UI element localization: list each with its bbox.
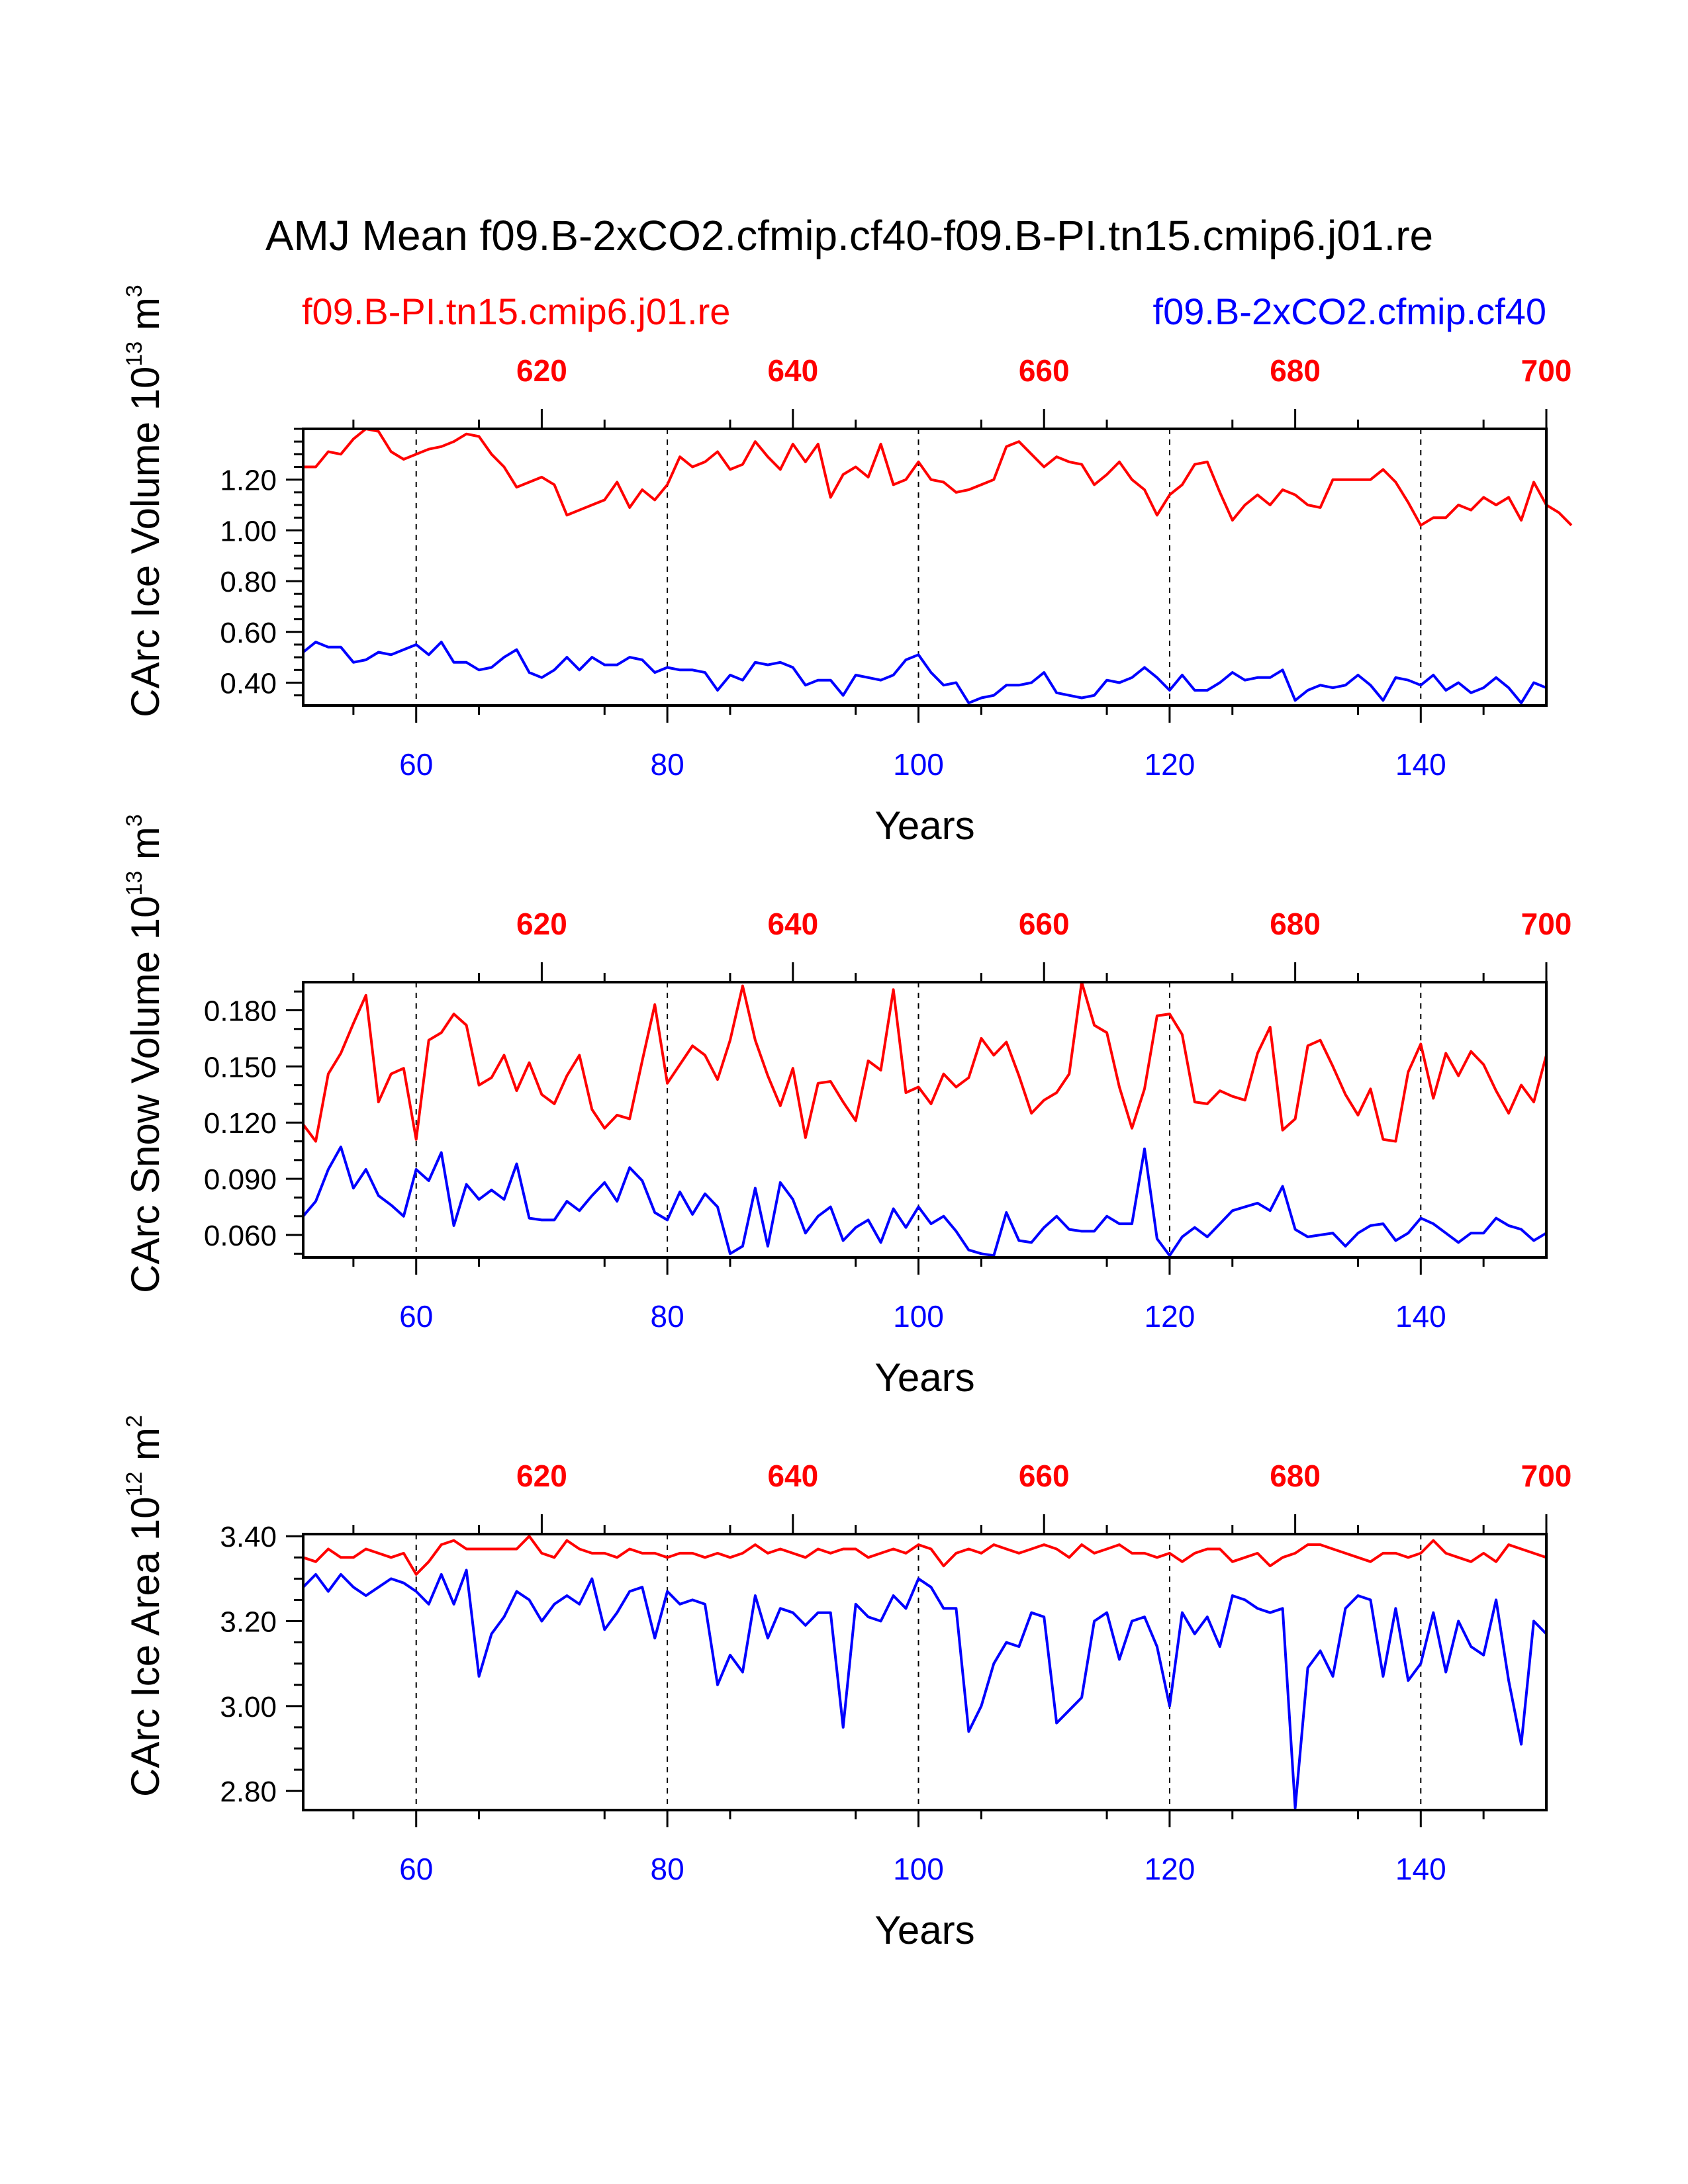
y-axis-title: CArc Snow Volume 1013 m3 <box>122 814 167 1293</box>
series-line-2xco2 <box>302 641 1547 705</box>
y-axis-title-text: CArc Ice Volume 10 <box>123 367 167 717</box>
top-x-tick-label: 680 <box>1270 353 1321 388</box>
y-axis-title-unit-exponent: 2 <box>122 1415 147 1428</box>
legend-co2-label: f09.B-2xCO2.cfmip.cf40 <box>1153 291 1546 332</box>
y-tick-label: 3.20 <box>220 1606 277 1639</box>
y-tick-label: 0.180 <box>204 995 277 1027</box>
x-tick-label: 140 <box>1395 1852 1446 1886</box>
x-tick-label: 100 <box>893 1852 944 1886</box>
y-tick-label: 3.00 <box>220 1691 277 1723</box>
x-tick-label: 140 <box>1395 1299 1446 1334</box>
top-x-tick-label: 700 <box>1521 1459 1572 1493</box>
top-x-tick-label: 640 <box>767 1459 818 1493</box>
chart-panels: 60 80 100 120 140 620 640 660 680 700 0.40 0.60 0.80… <box>122 285 1573 1952</box>
x-tick-label: 140 <box>1395 747 1446 782</box>
y-axis-title-exponent: 12 <box>122 1472 147 1497</box>
top-x-tick-label: 700 <box>1521 353 1572 388</box>
top-x-tick-label: 640 <box>767 353 818 388</box>
y-tick-label: 2.80 <box>220 1776 277 1808</box>
y-axis-title-unit: m <box>123 827 167 871</box>
y-axis-title-unit: m <box>123 297 167 341</box>
x-tick-label: 60 <box>399 747 433 782</box>
plot-frame <box>302 981 1548 1259</box>
y-axis-title-text: CArc Ice Area 10 <box>123 1496 167 1797</box>
top-x-tick-label: 620 <box>516 1459 567 1493</box>
top-x-tick-label: 620 <box>516 907 567 941</box>
y-axis-title: CArc Ice Area 1012 m2 <box>122 1415 167 1797</box>
legend-pi-label: f09.B-PI.tn15.cmip6.j01.re <box>302 291 730 332</box>
x-tick-label: 120 <box>1145 1852 1196 1886</box>
y-axis-title-exponent: 13 <box>122 341 147 367</box>
x-tick-label: 120 <box>1145 747 1196 782</box>
top-x-tick-label: 640 <box>767 907 818 941</box>
top-x-tick-label: 660 <box>1019 1459 1070 1493</box>
y-tick-label: 1.00 <box>220 515 277 547</box>
x-tick-label: 100 <box>893 1299 944 1334</box>
y-axis-title: CArc Ice Volume 1013 m3 <box>122 285 167 717</box>
plot-frame <box>302 1533 1548 1811</box>
x-axis-title: Years <box>874 1355 974 1400</box>
x-tick-label: 80 <box>651 1299 684 1334</box>
top-x-tick-label: 700 <box>1521 907 1572 941</box>
x-tick-label: 80 <box>651 747 684 782</box>
y-tick-label: 1.20 <box>220 465 277 497</box>
chart-panel-3: 60 80 100 120 140 620 640 660 680 700 2.80 3.00 3.20… <box>122 1415 1571 1952</box>
y-tick-label: 0.120 <box>204 1107 277 1140</box>
y-tick-label: 3.40 <box>220 1521 277 1553</box>
plot-frame <box>302 428 1548 707</box>
x-tick-label: 120 <box>1145 1299 1196 1334</box>
x-axis-title: Years <box>874 803 974 848</box>
top-x-tick-label: 680 <box>1270 1459 1321 1493</box>
y-tick-label: 0.060 <box>204 1220 277 1252</box>
y-tick-label: 0.090 <box>204 1163 277 1196</box>
top-x-tick-label: 660 <box>1019 353 1070 388</box>
top-x-tick-label: 660 <box>1019 907 1070 941</box>
chart-panel-1: 60 80 100 120 140 620 640 660 680 700 0.40 0.60 0.80… <box>122 285 1573 848</box>
y-axis-title-unit: m <box>123 1428 167 1472</box>
series-line-2xco2 <box>302 1146 1548 1257</box>
top-x-tick-label: 620 <box>516 353 567 388</box>
x-tick-label: 100 <box>893 747 944 782</box>
y-axis-title-unit-exponent: 3 <box>122 814 147 827</box>
x-axis-title: Years <box>874 1908 974 1952</box>
y-axis-title-exponent: 13 <box>122 871 147 896</box>
series-line-pi <box>303 428 1573 527</box>
y-axis-title-text: CArc Snow Volume 10 <box>123 896 167 1293</box>
figure-title: AMJ Mean f09.B-2xCO2.cfmip.cf40-f09.B-PI… <box>265 212 1433 259</box>
series-line-pi <box>303 1535 1547 1576</box>
y-axis-title-unit-exponent: 3 <box>122 285 147 297</box>
y-tick-label: 0.60 <box>220 617 277 649</box>
top-x-tick-label: 680 <box>1270 907 1321 941</box>
series-line-pi <box>302 981 1548 1143</box>
series-line-2xco2 <box>302 1569 1548 1809</box>
x-tick-label: 60 <box>399 1852 433 1886</box>
x-tick-label: 80 <box>651 1852 684 1886</box>
x-tick-label: 60 <box>399 1299 433 1334</box>
y-tick-label: 0.40 <box>220 667 277 700</box>
y-tick-label: 0.150 <box>204 1051 277 1083</box>
y-tick-label: 0.80 <box>220 566 277 598</box>
chart-panel-2: 60 80 100 120 140 620 640 660 680 700 0.060 0.090 0.… <box>122 814 1571 1400</box>
